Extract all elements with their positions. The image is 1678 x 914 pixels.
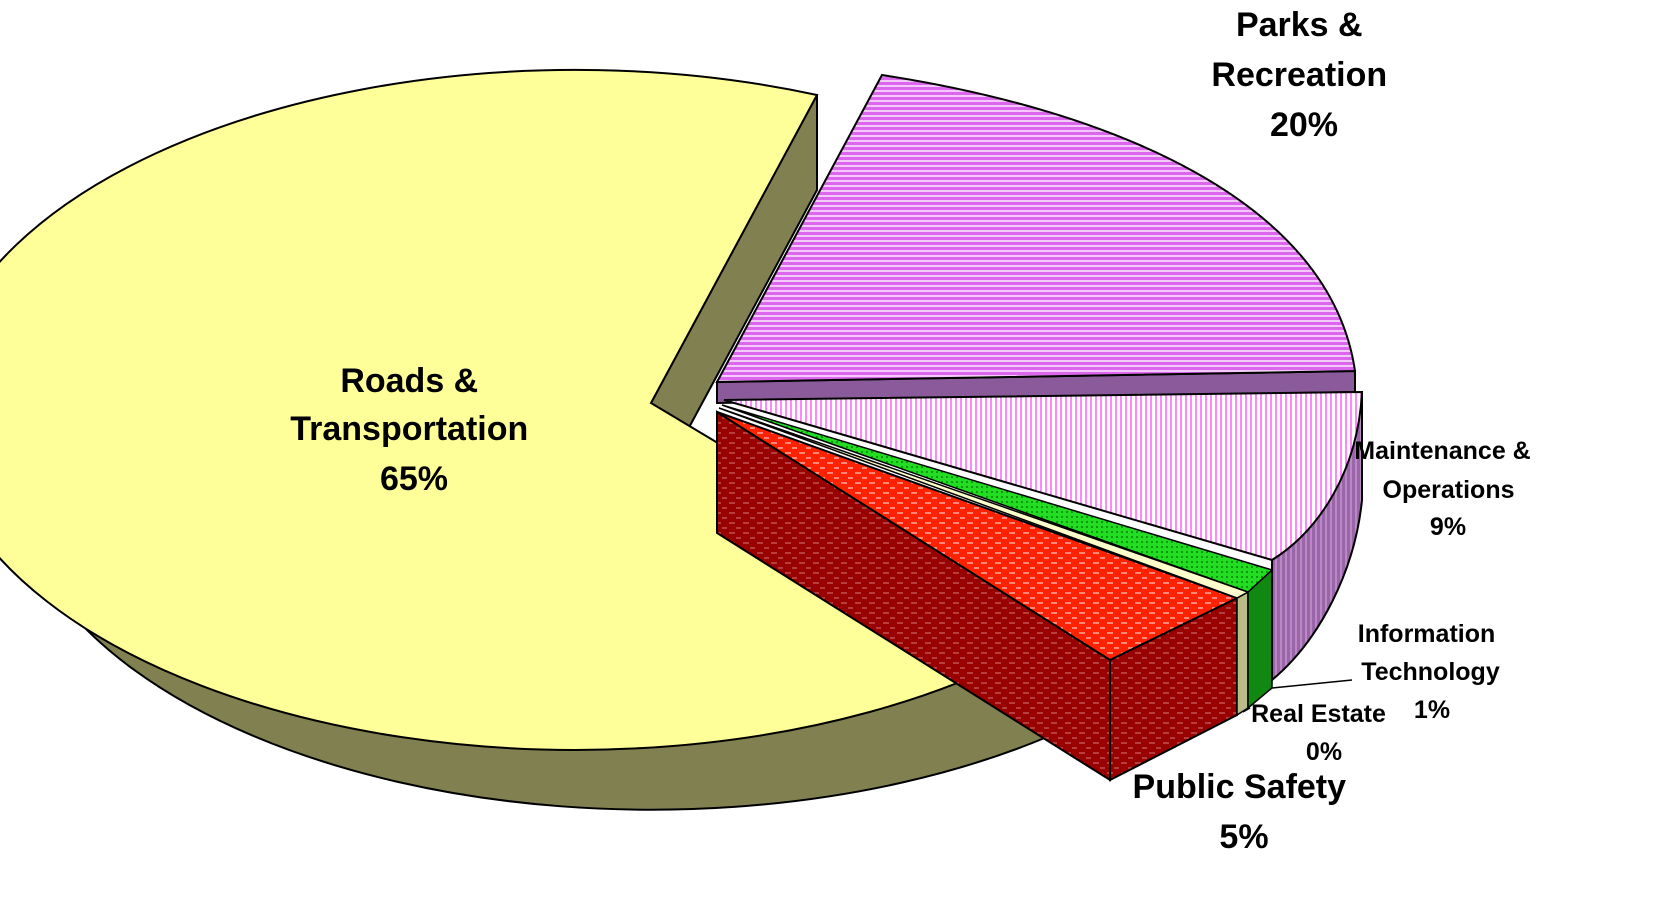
slice-realestate-side (1236, 590, 1249, 717)
label-maintenance-value: 9% (1430, 513, 1466, 541)
leader-line-realestate (1242, 707, 1251, 713)
slice-maintenance-top (723, 390, 1364, 562)
label-it: Information Technology 1% (1358, 620, 1507, 724)
label-parks-value: 20% (1270, 106, 1338, 144)
label-safety-value: 5% (1219, 818, 1268, 856)
label-realestate: Real Estate 0% (1251, 700, 1393, 766)
slice-roads-top (0, 68, 1049, 751)
label-parks-line1: Parks & (1236, 6, 1363, 44)
slice-roads-transportation (0, 68, 1049, 811)
label-realestate-line1: Real Estate (1251, 700, 1386, 728)
label-roads-line2: Transportation (290, 410, 528, 448)
slice-parks-top (715, 73, 1357, 384)
slice-parks-recreation (715, 73, 1357, 405)
slice-maintenance-operations (723, 390, 1364, 683)
label-safety-line1: Public Safety (1133, 768, 1347, 806)
label-it-value: 1% (1414, 696, 1450, 724)
label-parks: Parks & Recreation 20% (1211, 6, 1396, 144)
label-maintenance-line2: Operations (1383, 476, 1515, 504)
label-it-line2: Technology (1361, 658, 1500, 686)
slice-safety-top (716, 411, 1240, 662)
slice-it-top (721, 404, 1274, 593)
leader-line-it (1271, 679, 1353, 689)
slice-realestate-top (718, 407, 1250, 599)
label-parks-line2: Recreation (1211, 56, 1387, 94)
label-realestate-value: 0% (1306, 738, 1342, 766)
label-roads-value: 65% (380, 460, 448, 498)
label-safety: Public Safety 5% (1133, 768, 1356, 856)
label-roads: Roads & Transportation 65% (290, 362, 537, 498)
slice-public-safety (716, 410, 1240, 782)
label-it-line1: Information (1358, 620, 1496, 648)
slice-it-side (1247, 568, 1273, 710)
label-maintenance: Maintenance & Operations 9% (1354, 437, 1537, 541)
label-roads-line1: Roads & (340, 362, 478, 400)
label-maintenance-line1: Maintenance & (1354, 437, 1530, 465)
